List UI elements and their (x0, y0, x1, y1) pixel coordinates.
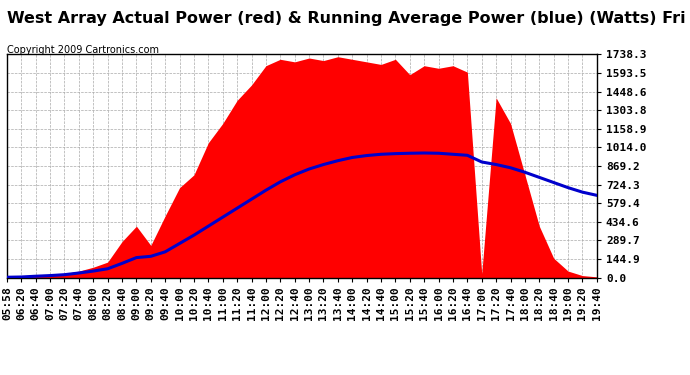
Text: Copyright 2009 Cartronics.com: Copyright 2009 Cartronics.com (7, 45, 159, 55)
Text: West Array Actual Power (red) & Running Average Power (blue) (Watts) Fri Apr 24 : West Array Actual Power (red) & Running … (7, 11, 690, 26)
